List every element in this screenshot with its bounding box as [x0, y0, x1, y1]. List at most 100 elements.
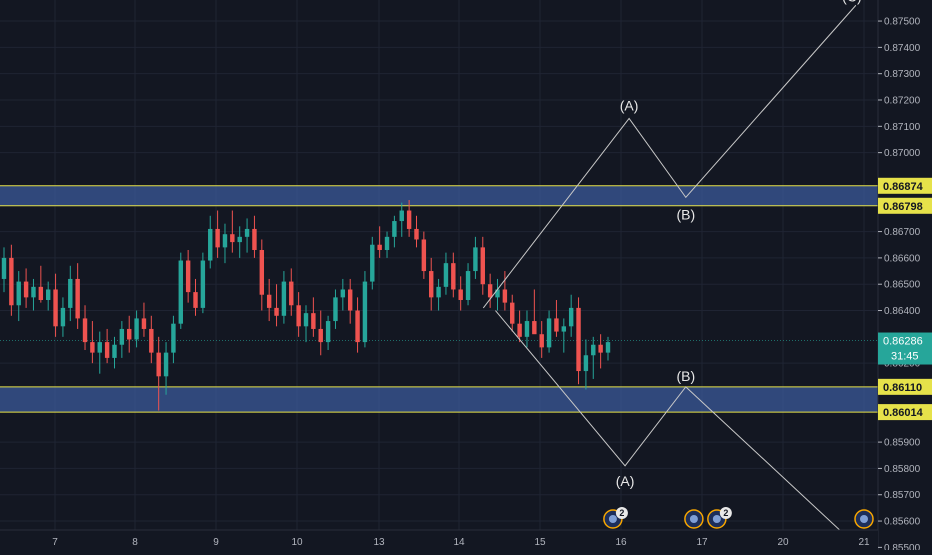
candle-body [266, 294, 272, 308]
candle-body [281, 281, 287, 316]
candle-body [524, 321, 530, 337]
event-count: 2 [619, 508, 624, 518]
candle-body [554, 318, 559, 332]
wave-label-a-upper: (A) [620, 97, 639, 113]
candle-body [546, 318, 552, 348]
wave-path-upper[interactable] [482, 4, 857, 309]
event-marker[interactable]: 2 [603, 507, 628, 529]
price-tick-label: 0.87500 [884, 17, 921, 28]
time-tick-label: 15 [534, 537, 546, 548]
event-count-badge [615, 507, 628, 519]
candle-body [568, 307, 574, 327]
candle-body [119, 328, 125, 345]
candle-body [355, 310, 360, 343]
candle-body [495, 289, 500, 298]
time-axis[interactable]: 7 8 9 10 13 14 15 16 17 20 21 [0, 529, 878, 550]
candle-body [517, 323, 522, 337]
price-tick-label: 0.86600 [884, 253, 921, 264]
candle-body [38, 286, 44, 300]
candle-body [200, 260, 206, 308]
candle-body [75, 278, 80, 319]
candle-body [392, 221, 397, 237]
support-resistance-zones [0, 185, 878, 413]
candle-body [362, 281, 368, 343]
time-tick-label: 8 [132, 537, 138, 548]
candle-body [598, 344, 603, 353]
candle-body [9, 257, 14, 306]
candle-body [561, 326, 567, 332]
zone-price-label: 0.86874 [883, 181, 924, 193]
wave-label-b-upper: (B) [676, 206, 695, 222]
wave-label-b-lower: (B) [676, 368, 695, 384]
elliott-wave-drawings[interactable]: (A) (B) (C) (A) (B) [482, 0, 865, 553]
candle-body [399, 210, 404, 222]
candle-body [127, 328, 132, 340]
zone-price-label: 0.86110 [883, 382, 922, 394]
candle-body [163, 352, 169, 377]
event-globe-icon [712, 515, 721, 523]
candle-body [370, 244, 375, 282]
candle-body [576, 307, 581, 372]
price-tick-label: 0.86700 [884, 227, 921, 238]
candle-body [318, 328, 323, 343]
candle-body [31, 286, 36, 298]
candle-body [605, 342, 611, 353]
time-tick-label: 16 [615, 537, 627, 548]
candle-body [539, 334, 544, 348]
time-tick-label: 21 [858, 537, 870, 548]
time-tick-label: 7 [52, 537, 58, 548]
time-tick-label: 10 [291, 537, 303, 548]
event-marker[interactable] [854, 509, 874, 529]
event-marker[interactable] [684, 509, 704, 529]
candlestick-series [1, 200, 611, 411]
candle-body [104, 342, 110, 358]
candle-body [303, 313, 309, 327]
candle-body [252, 228, 257, 250]
event-globe-icon [608, 515, 617, 523]
candle-body [429, 271, 434, 298]
candle-body [311, 313, 316, 329]
price-tick-label: 0.87100 [884, 122, 921, 133]
candle-body [112, 344, 117, 358]
candle-body [215, 228, 220, 248]
time-tick-label: 13 [373, 537, 385, 548]
candle-body [97, 342, 102, 353]
candle-body [340, 289, 346, 298]
candle-body [377, 244, 382, 250]
price-tick-label: 0.86500 [884, 280, 921, 291]
candle-body [53, 289, 58, 327]
candle-body [583, 355, 589, 372]
zone-rect [0, 386, 878, 413]
time-axis-background [0, 530, 878, 550]
price-tick-label: 0.85600 [884, 517, 921, 528]
candle-body [421, 239, 427, 272]
price-tick-label: 0.87300 [884, 69, 921, 80]
candle-body [60, 307, 66, 327]
zone-price-label: 0.86798 [883, 201, 923, 213]
candle-body [347, 289, 353, 311]
candle-body [532, 321, 537, 335]
zone-price-tag [878, 177, 932, 194]
candle-body [134, 318, 139, 340]
price-tick-label: 0.85700 [884, 490, 921, 501]
candle-body [443, 263, 449, 287]
candle-body [178, 260, 183, 324]
price-tick-label: 0.85900 [884, 438, 921, 449]
wave-label-c-upper: (C) [842, 0, 861, 4]
candle-body [259, 250, 265, 295]
candle-body [333, 297, 338, 322]
candle-body [289, 281, 294, 306]
candle-body [451, 263, 456, 290]
candle-body [171, 323, 176, 353]
candle-body [193, 292, 198, 308]
candle-body [510, 302, 515, 324]
zone-price-tag [878, 197, 932, 214]
price-axis[interactable]: 0.87500 0.87400 0.87300 0.87200 0.87100 0.870… [877, 0, 932, 554]
wave-path-lower[interactable] [495, 310, 865, 553]
wave-label-a-lower: (A) [616, 473, 635, 489]
event-marker[interactable]: 2 [707, 507, 732, 529]
candle-body [458, 289, 463, 300]
